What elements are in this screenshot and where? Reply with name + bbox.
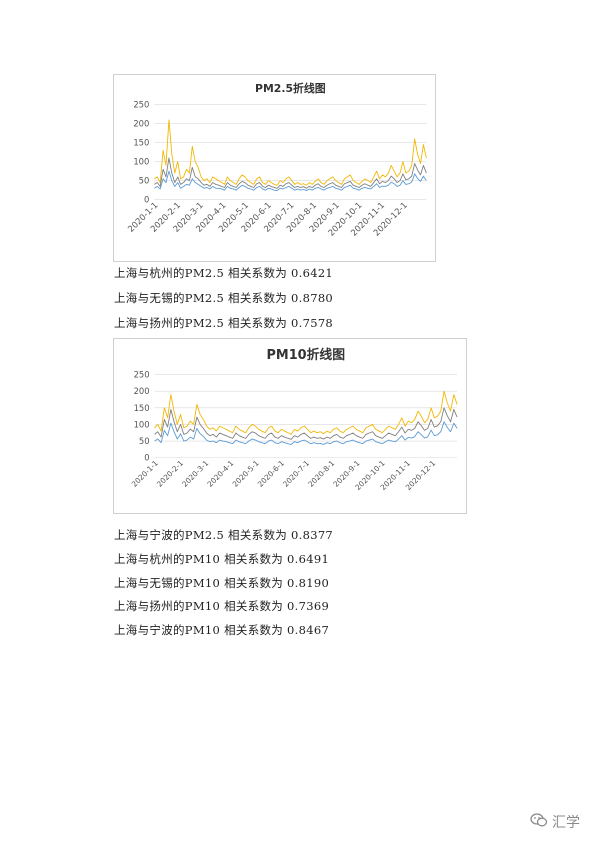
y-tick-label: 50 <box>139 176 150 186</box>
text-line-6: 上海与无锡的PM10 相关系数为 0.8190 <box>114 576 330 590</box>
text-line-8: 上海与宁波的PM10 相关系数为 0.8467 <box>114 623 330 637</box>
pm10-chart-svg: PM10折线图0501001502002502020-1-12020-2-120… <box>130 347 458 492</box>
series-line-1 <box>154 157 427 189</box>
text-line-7: 上海与扬州的PM10 相关系数为 0.7369 <box>114 599 330 613</box>
series-line-0 <box>154 390 458 435</box>
y-tick-label: 50 <box>139 436 150 446</box>
text-line-3: 上海与扬州的PM2.5 相关系数为 0.7578 <box>114 316 334 330</box>
series-line-1 <box>154 407 458 440</box>
series-line-2 <box>154 170 427 192</box>
watermark: 汇学 <box>530 812 580 832</box>
watermark-text: 汇学 <box>552 815 580 831</box>
y-tick-label: 150 <box>134 403 150 413</box>
y-tick-label: 0 <box>144 195 149 205</box>
y-tick-label: 100 <box>134 419 150 429</box>
y-tick-label: 250 <box>133 100 149 110</box>
y-tick-label: 200 <box>134 386 150 396</box>
pm25-chart: PM2.5折线图 0 50 100 150 200 250 2020-1-1 2020-2-1 2… <box>113 74 436 262</box>
y-tick-label: 200 <box>133 119 149 129</box>
series-line-0 <box>154 119 427 186</box>
series-line-2 <box>154 421 458 445</box>
y-tick-label: 250 <box>134 370 150 380</box>
text-line-4: 上海与宁波的PM2.5 相关系数为 0.8377 <box>114 528 334 542</box>
text-line-1: 上海与杭州的PM2.5 相关系数为 0.6421 <box>114 266 334 280</box>
pm10-chart: PM10折线图 0 50 100 150 200 250 2020-1-1 2020-2-1 20… <box>113 338 467 514</box>
y-tick-label: 100 <box>133 157 149 167</box>
pm25-chart-svg: PM2.5折线图0501001502002502020-1-12020-2-12… <box>126 81 427 238</box>
y-tick-label: 0 <box>144 453 149 463</box>
text-line-2: 上海与无锡的PM2.5 相关系数为 0.8780 <box>114 291 334 305</box>
y-tick-label: 150 <box>133 138 149 148</box>
text-line-5: 上海与杭州的PM10 相关系数为 0.6491 <box>114 552 330 566</box>
wechat-icon <box>530 812 548 832</box>
chart-title: PM10折线图 <box>267 347 346 363</box>
chart-title: PM2.5折线图 <box>255 81 326 95</box>
